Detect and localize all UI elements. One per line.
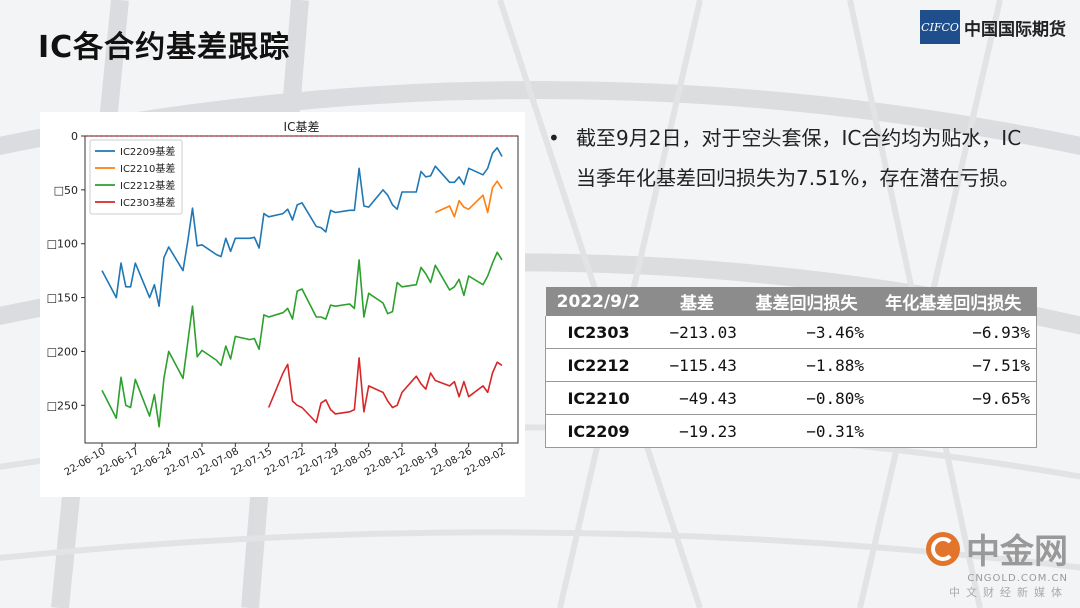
- table-row: IC2303 −213.03 −3.46% −6.93%: [545, 316, 1038, 349]
- y-tick-label: □100: [47, 238, 78, 251]
- legend-label: IC2209基差: [120, 145, 175, 158]
- legend-label: IC2210基差: [120, 162, 175, 175]
- series-line-ic2210: [434, 180, 503, 218]
- col-header-basis-loss: 基差回归损失: [742, 287, 871, 316]
- table-row: IC2209 −19.23 −0.31%: [545, 414, 1038, 448]
- legend-label: IC2303基差: [120, 196, 175, 209]
- bullet-dot-icon: •: [548, 126, 560, 150]
- chart-title: IC基差: [284, 120, 320, 134]
- table-row: IC2210 −49.43 −0.80% −9.65%: [545, 381, 1038, 415]
- basis-cell: −213.03: [651, 316, 743, 349]
- col-header-date: 2022/9/2: [545, 287, 652, 316]
- series-line-ic2212: [101, 251, 503, 428]
- y-tick-label: □150: [47, 292, 78, 305]
- basis-loss-cell: −0.80%: [742, 381, 871, 415]
- annual-loss-cell: −9.65%: [870, 381, 1038, 415]
- series-line-ic2209: [101, 146, 503, 307]
- contract-cell: IC2212: [545, 348, 652, 382]
- col-header-annual-loss: 年化基差回归损失: [870, 287, 1037, 316]
- watermark-name: 中金网: [966, 532, 1068, 572]
- annual-loss-cell: −7.51%: [870, 348, 1038, 382]
- basis-chart-svg: IC基差0□50□100□150□200□25022-06-1022-06-17…: [47, 120, 519, 478]
- legend-label: IC2212基差: [120, 179, 175, 192]
- annual-loss-cell: [870, 414, 1038, 448]
- table-row: IC2212 −115.43 −1.88% −7.51%: [545, 348, 1038, 382]
- y-tick-label: 0: [71, 130, 78, 143]
- col-header-basis: 基差: [651, 287, 743, 316]
- legend-box: [89, 139, 183, 215]
- y-tick-label: □200: [47, 345, 78, 358]
- company-logo: CIFCO 中国国际期货: [920, 10, 1066, 44]
- series-line-ic2303: [267, 357, 503, 424]
- summary-bullet: • 截至9月2日，对于空头套保，IC合约均为贴水，IC当季年化基差回归损失为7.…: [548, 118, 1028, 198]
- basis-loss-cell: −3.46%: [742, 316, 871, 349]
- contract-cell: IC2209: [545, 414, 652, 448]
- summary-text: 截至9月2日，对于空头套保，IC合约均为贴水，IC当季年化基差回归损失为7.51…: [576, 126, 1022, 190]
- contract-cell: IC2303: [545, 316, 652, 349]
- cngold-logo-icon: [926, 531, 960, 566]
- basis-table: 2022/9/2 基差 基差回归损失 年化基差回归损失 IC2303 −213.…: [545, 287, 1038, 448]
- logo-text: 中国国际期货: [964, 19, 1066, 40]
- table-header-row: 2022/9/2 基差 基差回归损失 年化基差回归损失: [545, 287, 1037, 316]
- basis-cell: −115.43: [651, 348, 743, 382]
- basis-cell: −49.43: [651, 381, 743, 415]
- logo-mark: CIFCO: [920, 10, 960, 44]
- y-tick-label: □250: [47, 399, 78, 412]
- contract-cell: IC2210: [545, 381, 652, 415]
- y-tick-label: □50: [54, 184, 78, 197]
- watermark-url: CNGOLD.COM.CN: [967, 573, 1068, 584]
- basis-loss-cell: −0.31%: [742, 414, 871, 448]
- basis-chart: IC基差 0 □50 □100 □150 □200 □250 22-06-10 22-06-17…: [40, 112, 525, 497]
- basis-cell: −19.23: [651, 414, 743, 448]
- basis-loss-cell: −1.88%: [742, 348, 871, 382]
- cngold-watermark: 中金网 CNGOLD.COM.CN 中文财经新媒体: [926, 524, 1068, 600]
- watermark-tagline: 中文财经新媒体: [949, 586, 1068, 599]
- annual-loss-cell: −6.93%: [870, 316, 1038, 349]
- page-title: IC各合约基差跟踪: [38, 30, 291, 65]
